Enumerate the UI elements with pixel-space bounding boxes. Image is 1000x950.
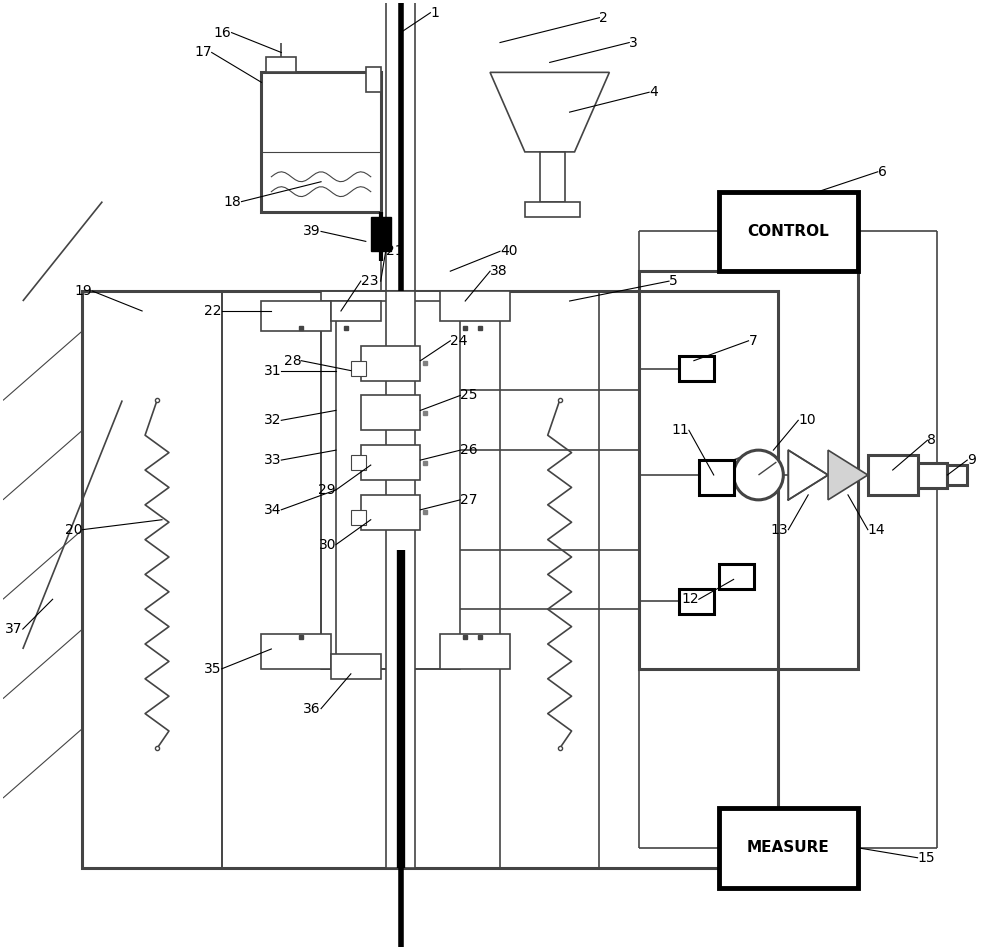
Bar <box>361 346 420 381</box>
Text: 26: 26 <box>460 443 478 457</box>
Bar <box>261 72 381 212</box>
Text: 40: 40 <box>500 244 518 258</box>
Text: 36: 36 <box>303 702 321 715</box>
Text: 33: 33 <box>264 453 281 467</box>
Text: 24: 24 <box>450 333 468 348</box>
Bar <box>500 291 778 867</box>
Text: 3: 3 <box>629 35 638 49</box>
Bar <box>719 808 858 887</box>
Text: 19: 19 <box>75 284 92 298</box>
Bar <box>679 589 714 615</box>
Text: 15: 15 <box>918 851 935 864</box>
Text: 35: 35 <box>204 662 222 675</box>
Text: 1: 1 <box>430 6 439 20</box>
Text: 28: 28 <box>284 353 301 368</box>
Text: 29: 29 <box>318 483 336 497</box>
Bar <box>361 495 420 530</box>
Bar <box>525 201 580 217</box>
Bar <box>440 291 510 321</box>
Text: 20: 20 <box>65 522 82 537</box>
Bar <box>351 361 366 375</box>
Text: 14: 14 <box>868 522 885 537</box>
Bar <box>261 301 331 331</box>
Text: 17: 17 <box>194 46 212 60</box>
Text: 31: 31 <box>264 364 281 377</box>
Text: 23: 23 <box>361 275 378 288</box>
Bar <box>440 634 510 669</box>
Text: 30: 30 <box>318 538 336 552</box>
Bar <box>361 395 420 430</box>
Bar <box>540 152 565 201</box>
Text: 22: 22 <box>204 304 222 318</box>
Text: 25: 25 <box>460 389 478 403</box>
Text: 5: 5 <box>669 275 678 288</box>
Text: 2: 2 <box>599 10 608 25</box>
Text: 32: 32 <box>264 413 281 428</box>
Text: 11: 11 <box>671 424 689 437</box>
Bar <box>719 192 858 271</box>
Bar <box>719 564 754 589</box>
Bar <box>679 355 714 381</box>
Bar <box>351 510 366 524</box>
Text: 7: 7 <box>749 333 757 348</box>
Text: 34: 34 <box>264 503 281 517</box>
Bar <box>266 57 296 72</box>
Text: MEASURE: MEASURE <box>747 841 830 855</box>
Bar <box>371 217 391 252</box>
Text: 37: 37 <box>5 622 23 636</box>
Bar <box>261 634 331 669</box>
Bar <box>918 463 947 488</box>
Text: 12: 12 <box>681 592 699 606</box>
Text: 38: 38 <box>490 264 508 278</box>
Bar <box>82 291 778 867</box>
Bar <box>947 466 967 484</box>
Bar <box>868 455 918 495</box>
Text: 13: 13 <box>771 522 788 537</box>
Polygon shape <box>490 72 609 152</box>
Text: 27: 27 <box>460 493 478 507</box>
Text: 18: 18 <box>224 195 242 209</box>
Bar <box>699 460 734 495</box>
Bar <box>222 291 599 867</box>
Text: 9: 9 <box>967 453 976 467</box>
Bar <box>82 291 222 867</box>
Bar <box>351 455 366 470</box>
Bar <box>386 291 415 867</box>
Text: 8: 8 <box>927 433 936 447</box>
Text: 10: 10 <box>798 413 816 428</box>
Polygon shape <box>788 450 828 500</box>
Bar <box>331 301 381 321</box>
Polygon shape <box>828 450 868 500</box>
Bar <box>331 654 381 679</box>
Circle shape <box>734 450 783 500</box>
Text: CONTROL: CONTROL <box>747 224 829 239</box>
Text: 16: 16 <box>214 26 232 40</box>
Text: 4: 4 <box>649 86 658 99</box>
Bar <box>361 446 420 480</box>
Bar <box>639 271 858 669</box>
Text: 21: 21 <box>386 244 403 258</box>
Text: 6: 6 <box>878 164 887 179</box>
Text: 39: 39 <box>303 224 321 238</box>
Bar <box>366 67 381 92</box>
Bar <box>321 291 460 669</box>
